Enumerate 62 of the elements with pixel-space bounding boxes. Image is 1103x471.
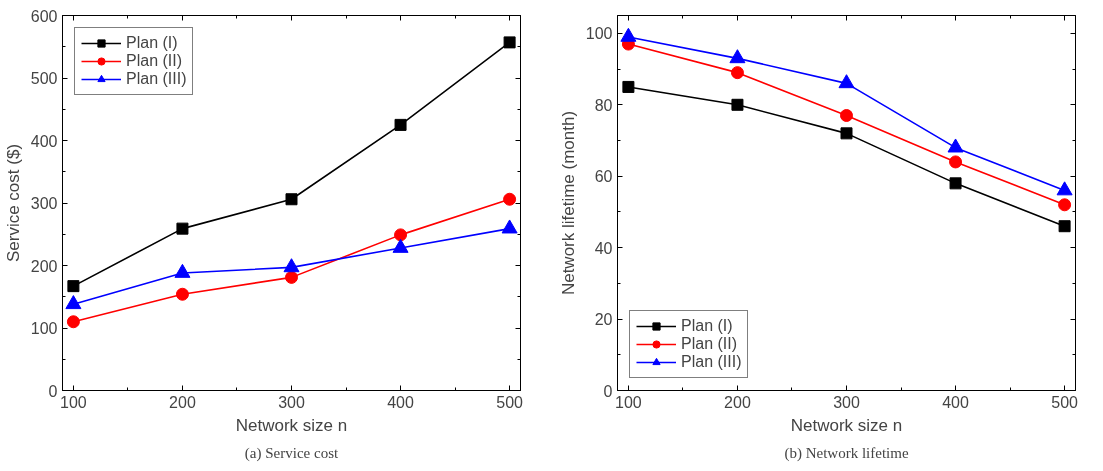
legend-label: Plan (II) — [126, 52, 183, 70]
point — [176, 222, 189, 235]
legend-label: Plan (III) — [681, 353, 742, 371]
y-tick-label: 60 — [594, 168, 613, 186]
point — [840, 109, 853, 122]
y-tick-label: 80 — [594, 96, 613, 114]
x-tick-label: 500 — [1051, 393, 1079, 411]
point — [730, 66, 744, 80]
text: (a) Service cost — [244, 444, 339, 462]
point — [949, 155, 963, 169]
x-tick-label: 400 — [387, 393, 414, 411]
y-tick-label: 500 — [30, 70, 58, 87]
point — [394, 228, 408, 242]
legend-label: Plan (II) — [681, 335, 738, 353]
legend-label: Plan (I) — [126, 34, 178, 52]
y-tick-label: 20 — [594, 311, 613, 329]
point — [394, 118, 407, 131]
point — [840, 127, 853, 140]
x-tick-label: 500 — [496, 393, 524, 411]
point — [1058, 220, 1071, 233]
legend-label: Plan (I) — [681, 317, 733, 335]
point — [731, 98, 744, 111]
x-axis-title: Network size n — [790, 415, 903, 435]
text: (b) Network lifetime — [784, 444, 909, 462]
y-tick-label: 600 — [30, 7, 58, 25]
point — [501, 219, 518, 234]
point — [503, 36, 516, 49]
point — [283, 258, 300, 273]
x-tick-label: 300 — [278, 393, 305, 411]
point — [838, 74, 855, 89]
x-tick-label: 400 — [942, 393, 969, 411]
point — [174, 263, 191, 278]
y-tick-label: 400 — [30, 132, 58, 150]
y-tick-label: 100 — [30, 320, 58, 337]
y-tick-label: 0 — [48, 382, 58, 400]
point — [622, 80, 635, 93]
point — [67, 280, 80, 293]
point — [285, 193, 298, 206]
y-tick-label: 300 — [30, 195, 58, 212]
x-tick-label: 100 — [60, 393, 87, 411]
point — [1058, 198, 1072, 212]
point — [729, 49, 746, 64]
point — [65, 295, 82, 310]
x-tick-label: 200 — [169, 393, 196, 411]
y-tick-label: 0 — [603, 382, 613, 400]
x-axis-title: Network size n — [235, 415, 348, 435]
point — [175, 287, 189, 301]
legend-label: Plan (III) — [126, 70, 187, 88]
y-tick-label: 100 — [585, 25, 613, 43]
y-axis-title: Network lifetime (month) — [558, 110, 578, 296]
point — [503, 192, 517, 206]
y-tick-label: 200 — [30, 257, 58, 275]
x-tick-label: 200 — [724, 393, 751, 411]
point — [392, 238, 409, 253]
point — [949, 177, 962, 190]
y-tick-label: 40 — [594, 239, 613, 257]
x-tick-label: 100 — [615, 393, 642, 411]
point — [285, 270, 298, 284]
point — [620, 27, 637, 42]
point — [66, 315, 80, 329]
x-tick-label: 300 — [833, 393, 860, 411]
y-axis-title: Service cost ($) — [3, 143, 23, 263]
